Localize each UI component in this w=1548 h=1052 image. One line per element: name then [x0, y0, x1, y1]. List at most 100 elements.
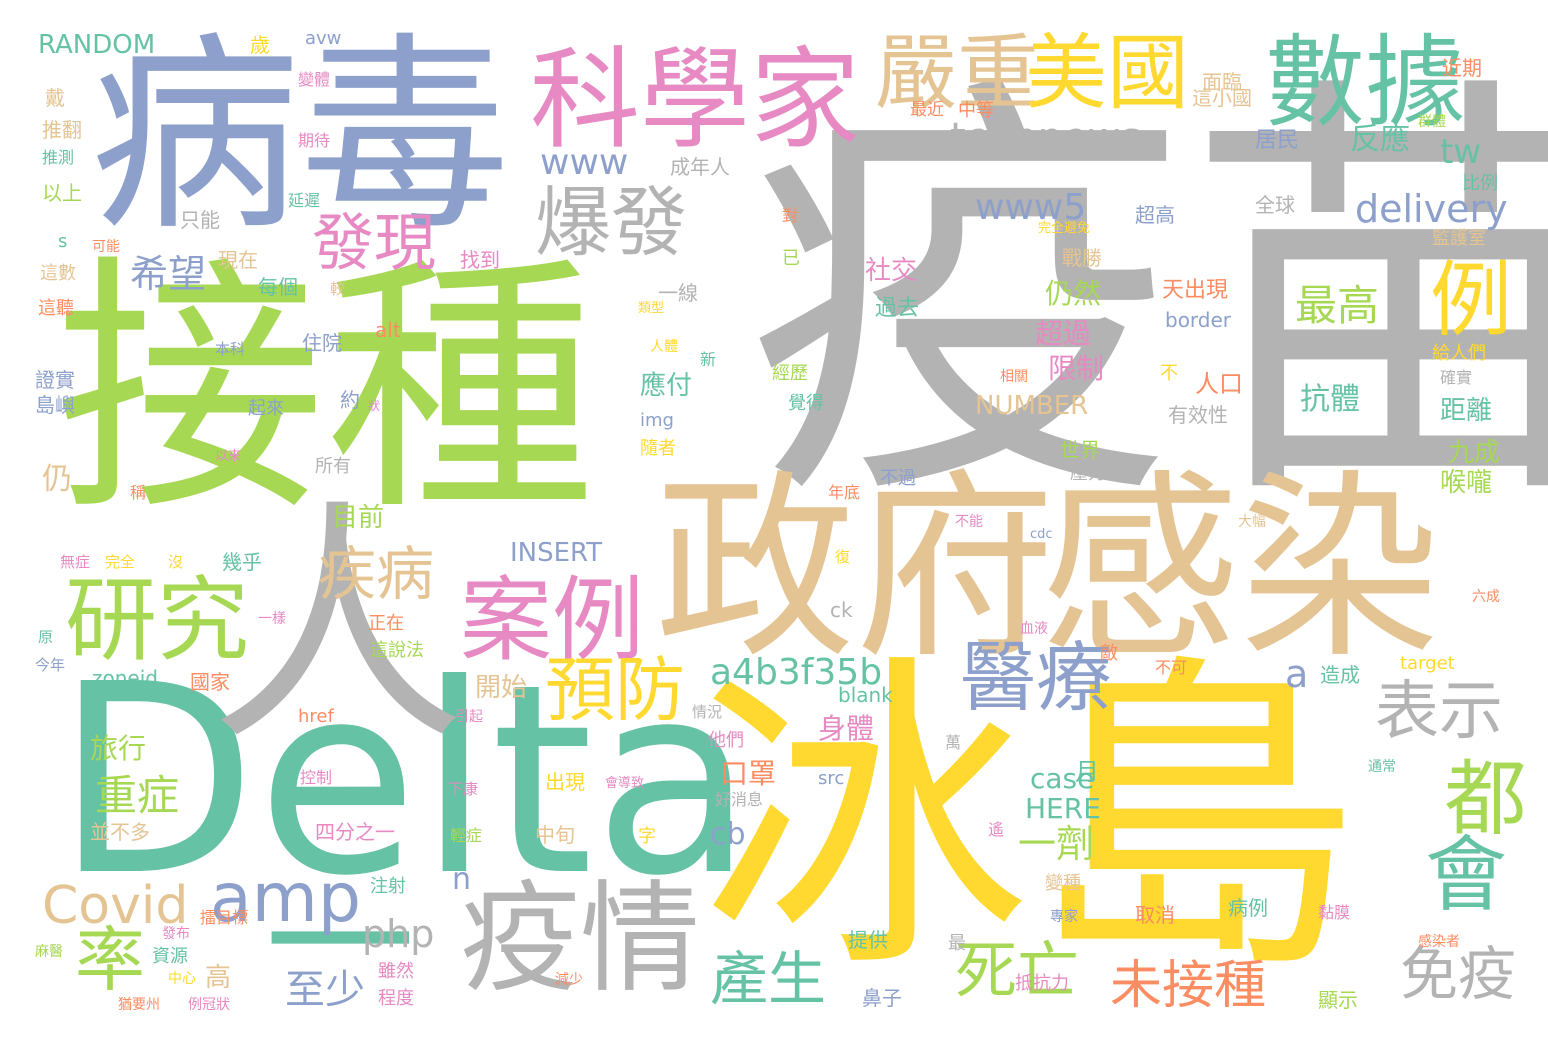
word: a: [1285, 652, 1309, 696]
word: 未接種: [1110, 956, 1267, 1016]
word: 提供: [848, 928, 888, 952]
word: 九成: [1448, 438, 1501, 468]
word: 過去: [875, 296, 920, 321]
word: 證實: [35, 368, 75, 392]
word: avw: [305, 28, 342, 49]
word: 血液: [1020, 621, 1048, 637]
word: 變種: [1045, 873, 1081, 894]
word: 他們: [708, 730, 744, 751]
word: 擂目標: [200, 908, 249, 927]
word: 約: [340, 388, 360, 412]
word: 現在: [218, 248, 258, 272]
word: amp: [210, 859, 362, 938]
word: 反應: [1350, 122, 1410, 157]
word: 預防: [545, 649, 685, 731]
word: 人: [210, 479, 466, 776]
word: 較: [330, 280, 346, 298]
word: 有效性: [1168, 403, 1228, 427]
word: www: [540, 142, 629, 183]
word: 全球: [1255, 193, 1295, 217]
word: 抵抗力: [1015, 973, 1069, 994]
word: 群體: [1418, 114, 1446, 130]
word: 本科: [215, 340, 246, 358]
word: 應付: [640, 371, 693, 401]
word: zoneid: [92, 666, 158, 690]
word: 死亡: [955, 934, 1080, 1007]
word: cdc: [1030, 527, 1053, 542]
word: 政府: [655, 453, 1056, 686]
word: 仍: [42, 462, 72, 497]
word: 一線: [658, 281, 698, 305]
word: 變體: [298, 70, 331, 89]
word: 超高: [1135, 203, 1175, 227]
word: 引起: [455, 709, 483, 725]
word: Delta: [55, 628, 755, 933]
word: 不可: [1155, 658, 1188, 677]
word: 會導致: [605, 776, 645, 791]
word: 所有: [315, 456, 351, 477]
word: 高: [205, 963, 232, 993]
word: 敵: [1100, 643, 1118, 664]
word: 人體: [650, 339, 678, 355]
word: 找到: [460, 248, 500, 272]
word: 相關: [1000, 369, 1028, 385]
word: NUMBER: [975, 391, 1089, 421]
word: 每個: [258, 275, 298, 299]
word: border: [1165, 308, 1232, 332]
word: 會: [1425, 828, 1508, 923]
word: 美國: [1025, 26, 1190, 121]
word: 造成: [1320, 663, 1360, 687]
word: www5: [975, 187, 1087, 228]
word: 黏膜: [1318, 903, 1351, 922]
word: php: [362, 912, 435, 956]
word: 免疫: [1400, 940, 1517, 1008]
word: 面臨: [1202, 70, 1242, 94]
word: 嚴重: [875, 26, 1040, 121]
word: 給人們: [1432, 343, 1486, 364]
word: 專家: [1050, 909, 1078, 925]
word: 通常: [1368, 759, 1396, 775]
word: 推翻: [42, 118, 82, 142]
word: href: [298, 706, 334, 727]
word: ck: [830, 598, 853, 622]
word: 下康: [448, 780, 479, 798]
word: 麻醫: [35, 944, 63, 960]
word: src: [818, 768, 845, 789]
word: 這說法: [370, 640, 424, 661]
word: 病例: [1228, 896, 1268, 920]
word: s: [58, 231, 68, 252]
word: 復: [835, 548, 851, 566]
word: 醫療: [960, 633, 1112, 722]
word: 冰島: [700, 628, 1360, 1012]
word: 以上: [42, 181, 82, 205]
word: 例: [1430, 253, 1513, 348]
word: technews: [950, 115, 1142, 161]
word: 例冠狀: [188, 997, 230, 1013]
word: 推測: [42, 148, 75, 167]
word: 病毒: [90, 14, 511, 259]
word: 仍然: [1045, 277, 1102, 310]
word: 取消: [1135, 903, 1175, 927]
word: 覺得: [788, 393, 824, 414]
word: 好消息: [715, 790, 764, 809]
word: 壓力: [1070, 463, 1106, 484]
word: 疫苗: [745, 42, 1548, 554]
word: 情況: [692, 703, 723, 721]
word: img: [640, 410, 674, 431]
word: 都: [1430, 755, 1525, 837]
word: 類型: [638, 301, 665, 316]
word: 遙: [988, 820, 1005, 839]
word: 感染: [1040, 453, 1441, 686]
word: 萬: [945, 733, 962, 752]
word: 抗體: [1300, 382, 1360, 417]
word: 住院: [302, 331, 342, 355]
word: 戴: [45, 86, 65, 110]
word: 社交: [865, 256, 918, 286]
word: 對: [782, 206, 799, 225]
word: 無症: [60, 553, 91, 571]
word: 一: [265, 858, 416, 1032]
word: 經歷: [772, 363, 808, 384]
word: 數據: [1265, 24, 1465, 141]
word: 科學家: [530, 36, 860, 164]
word: 成年人: [670, 155, 730, 179]
